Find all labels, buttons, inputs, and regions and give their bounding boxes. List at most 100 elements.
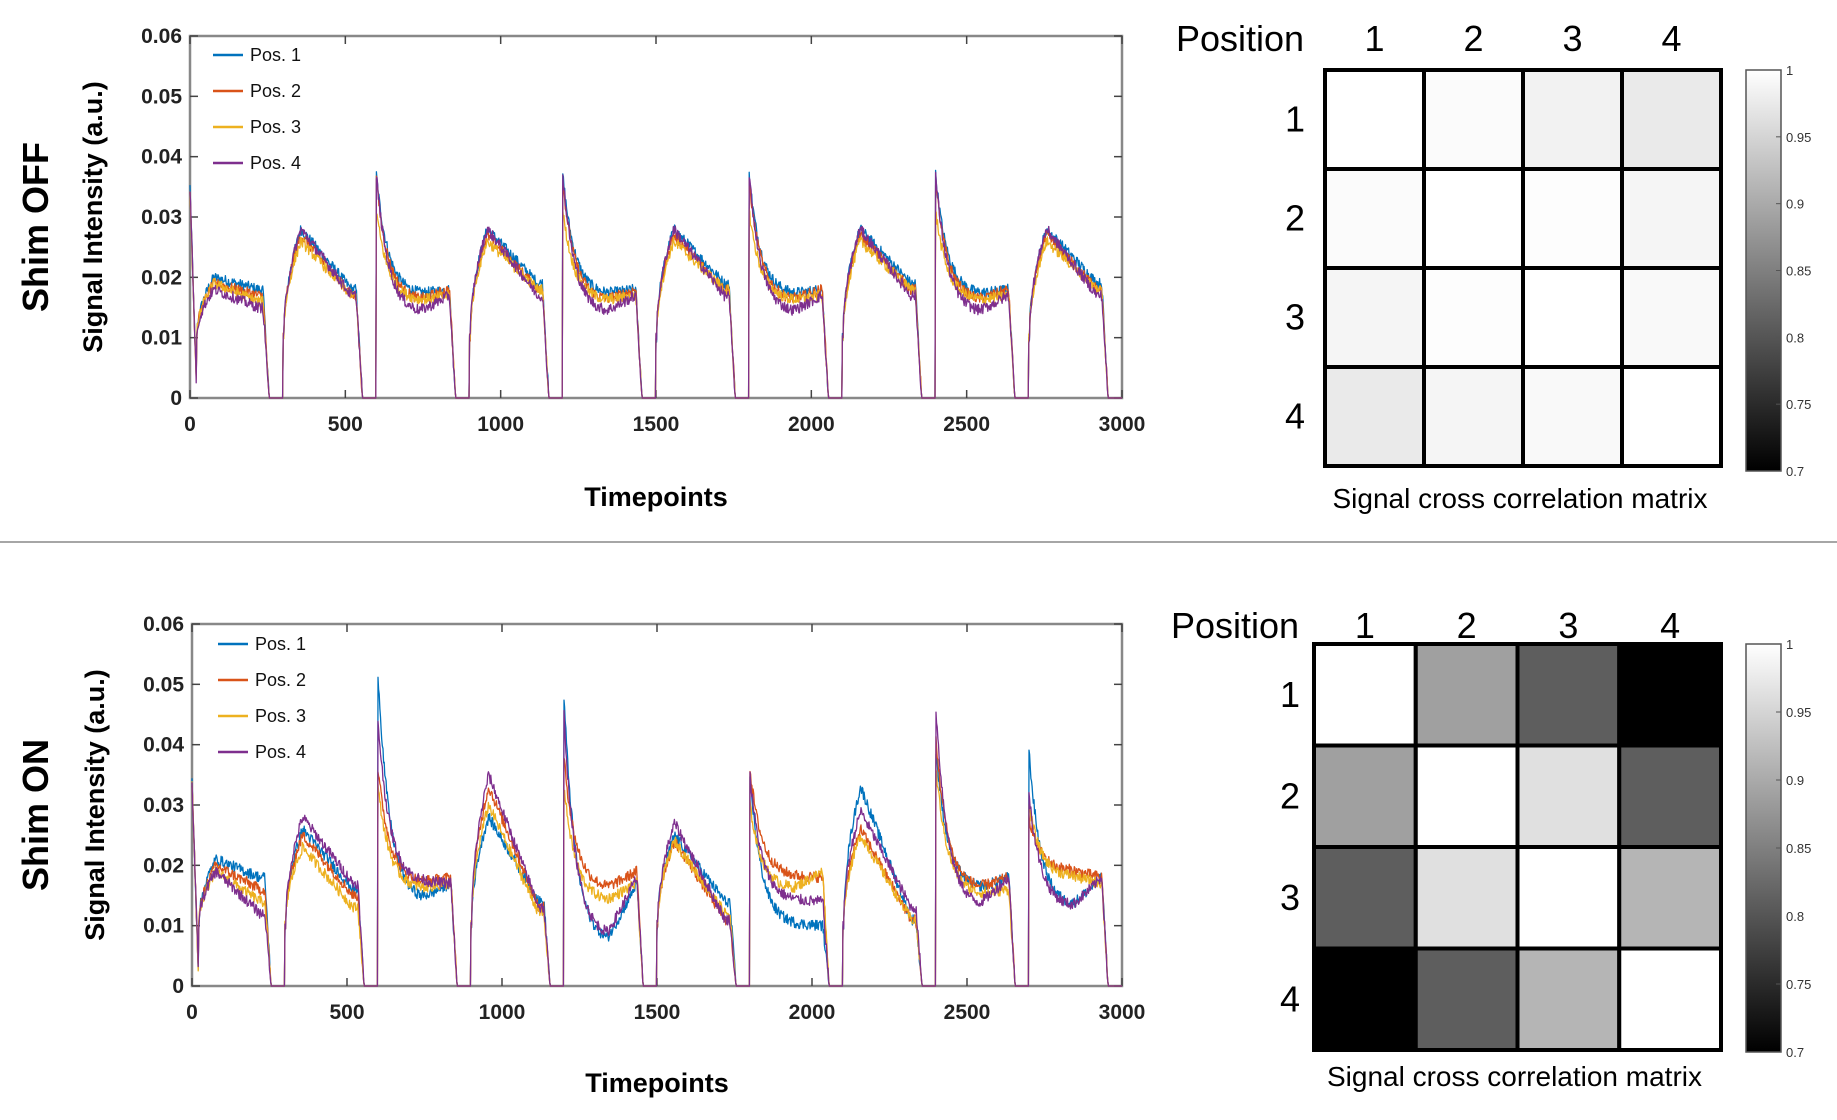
legend-label: Pos. 3 — [250, 117, 301, 137]
heatmap-cell-1-2 — [1422, 68, 1525, 171]
colorbar-tick-label: 0.9 — [1786, 197, 1804, 212]
heatmap-cell-3-1 — [1312, 845, 1418, 951]
column-label: 1 — [1364, 18, 1384, 59]
row-label: 3 — [1285, 297, 1305, 338]
y-tick-label: 0.01 — [141, 327, 182, 350]
x-tick-label: 2500 — [943, 413, 990, 436]
legend-label: Pos. 1 — [250, 45, 301, 65]
heatmap-cell-2-4 — [1617, 743, 1723, 849]
row-label: 3 — [1280, 877, 1300, 918]
line-chart-shim-off: 0 500 1000 1500 2000 2500 3000 0 0.01 0.02 0.03 0.0… — [15, 25, 1145, 512]
colorbar-tick-label: 0.7 — [1786, 464, 1804, 479]
row-label: 2 — [1285, 198, 1305, 239]
colorbar-tick-label: 1 — [1786, 637, 1793, 652]
series-line-pos-4 — [189, 171, 1123, 399]
heatmap-cell-1-3 — [1515, 642, 1622, 748]
heatmap-shim-off: Position 1 2 3 4 1 2 3 4 Signal cross correlation… — [1176, 18, 1811, 514]
x-tick-label: 500 — [329, 1001, 364, 1024]
heatmap-cell-1-3 — [1521, 68, 1624, 171]
legend-label: Pos. 3 — [255, 706, 306, 726]
series-line-pos-4 — [191, 709, 1123, 987]
y-tick-label: 0.06 — [143, 613, 184, 636]
colorbar — [1745, 69, 1782, 472]
x-axis-label: Timepoints — [585, 1068, 729, 1098]
legend-label: Pos. 1 — [255, 634, 306, 654]
colorbar-tick-label: 0.8 — [1786, 330, 1804, 345]
x-tick-label: 3000 — [1099, 413, 1146, 436]
x-tick-label: 0 — [184, 413, 196, 436]
heatmap-cell-4-2 — [1413, 946, 1520, 1052]
x-axis-label: Timepoints — [584, 482, 728, 512]
x-tick-label: 2500 — [944, 1001, 991, 1024]
colorbar-tick-label: 0.85 — [1786, 264, 1811, 279]
y-tick-label: 0.03 — [143, 794, 184, 817]
legend-label: Pos. 4 — [250, 153, 301, 173]
heatmap-cell-4-1 — [1323, 365, 1426, 468]
colorbar-tick-label: 0.8 — [1786, 909, 1804, 924]
heatmap-cell-3-4 — [1617, 845, 1723, 951]
x-tick-label: 3000 — [1099, 1001, 1146, 1024]
column-label: 3 — [1562, 18, 1582, 59]
heatmap-cell-1-1 — [1312, 642, 1418, 748]
heatmap-cell-1-4 — [1617, 642, 1723, 748]
y-axis-label: Signal Intensity (a.u.) — [80, 669, 110, 941]
y-axis-label: Signal Intensity (a.u.) — [78, 81, 108, 353]
heatmap-cell-2-2 — [1413, 743, 1520, 849]
row-label: 1 — [1280, 674, 1300, 715]
heatmap-cell-1-4 — [1620, 68, 1723, 171]
heatmap-cell-2-1 — [1323, 167, 1426, 270]
y-tick-label: 0.01 — [143, 915, 184, 938]
heatmap-cell-4-4 — [1617, 946, 1723, 1052]
heatmap-cell-4-4 — [1620, 365, 1723, 468]
x-tick-label: 0 — [186, 1001, 198, 1024]
heatmap-cell-2-1 — [1312, 743, 1418, 849]
colorbar-tick-label: 0.95 — [1786, 130, 1811, 145]
y-tick-label: 0.05 — [143, 673, 184, 696]
x-tick-label: 1500 — [634, 1001, 681, 1024]
y-tick-label: 0.03 — [141, 206, 182, 229]
heatmap-cell-1-1 — [1323, 68, 1426, 171]
heatmap-cell-3-3 — [1515, 845, 1622, 951]
heatmap-cell-2-3 — [1515, 743, 1622, 849]
colorbar-tick-label: 0.75 — [1786, 977, 1811, 992]
y-tick-label: 0 — [172, 975, 184, 998]
heatmap-cell-4-1 — [1312, 946, 1418, 1052]
heatmap-cell-2-2 — [1422, 167, 1525, 270]
row-label: 4 — [1285, 396, 1305, 437]
y-tick-label: 0.02 — [141, 266, 182, 289]
heatmap-cell-1-2 — [1413, 642, 1520, 748]
heatmap-cell-2-4 — [1620, 167, 1723, 270]
heatmap-caption: Signal cross correlation matrix — [1332, 483, 1707, 514]
corner-label-position: Position — [1176, 18, 1304, 59]
column-label: 4 — [1660, 605, 1680, 646]
row-label-shim-off: Shim OFF — [15, 142, 56, 312]
column-label: 3 — [1558, 605, 1578, 646]
heatmap-cell-4-2 — [1422, 365, 1525, 468]
heatmap-cell-3-2 — [1413, 845, 1520, 951]
row-label: 1 — [1285, 99, 1305, 140]
x-tick-label: 500 — [328, 413, 363, 436]
colorbar-tick-label: 0.75 — [1786, 397, 1811, 412]
heatmap-cell-2-3 — [1521, 167, 1624, 270]
colorbar-tick-label: 0.7 — [1786, 1045, 1804, 1060]
heatmap-cell-3-4 — [1620, 266, 1723, 369]
line-chart-shim-on: 0 500 1000 1500 2000 2500 3000 0 0.01 0.02 0.03 0.0… — [15, 613, 1145, 1098]
x-tick-label: 1500 — [633, 413, 680, 436]
column-label: 2 — [1457, 605, 1477, 646]
column-label: 2 — [1463, 18, 1483, 59]
y-tick-label: 0.02 — [143, 854, 184, 877]
heatmap-shim-on: Position 1 2 3 4 1 2 3 4 Signal cross correlation… — [1171, 605, 1811, 1092]
y-tick-label: 0.06 — [141, 25, 182, 48]
legend-label: Pos. 4 — [255, 742, 306, 762]
legend-label: Pos. 2 — [255, 670, 306, 690]
y-tick-label: 0.05 — [141, 85, 182, 108]
row-label: 2 — [1280, 775, 1300, 816]
row-label: 4 — [1280, 978, 1300, 1019]
column-label: 1 — [1355, 605, 1375, 646]
heatmap-caption: Signal cross correlation matrix — [1327, 1061, 1702, 1092]
corner-label-position: Position — [1171, 605, 1299, 646]
y-tick-label: 0.04 — [141, 146, 182, 169]
row-label-shim-on: Shim ON — [15, 739, 56, 891]
colorbar — [1745, 643, 1782, 1053]
